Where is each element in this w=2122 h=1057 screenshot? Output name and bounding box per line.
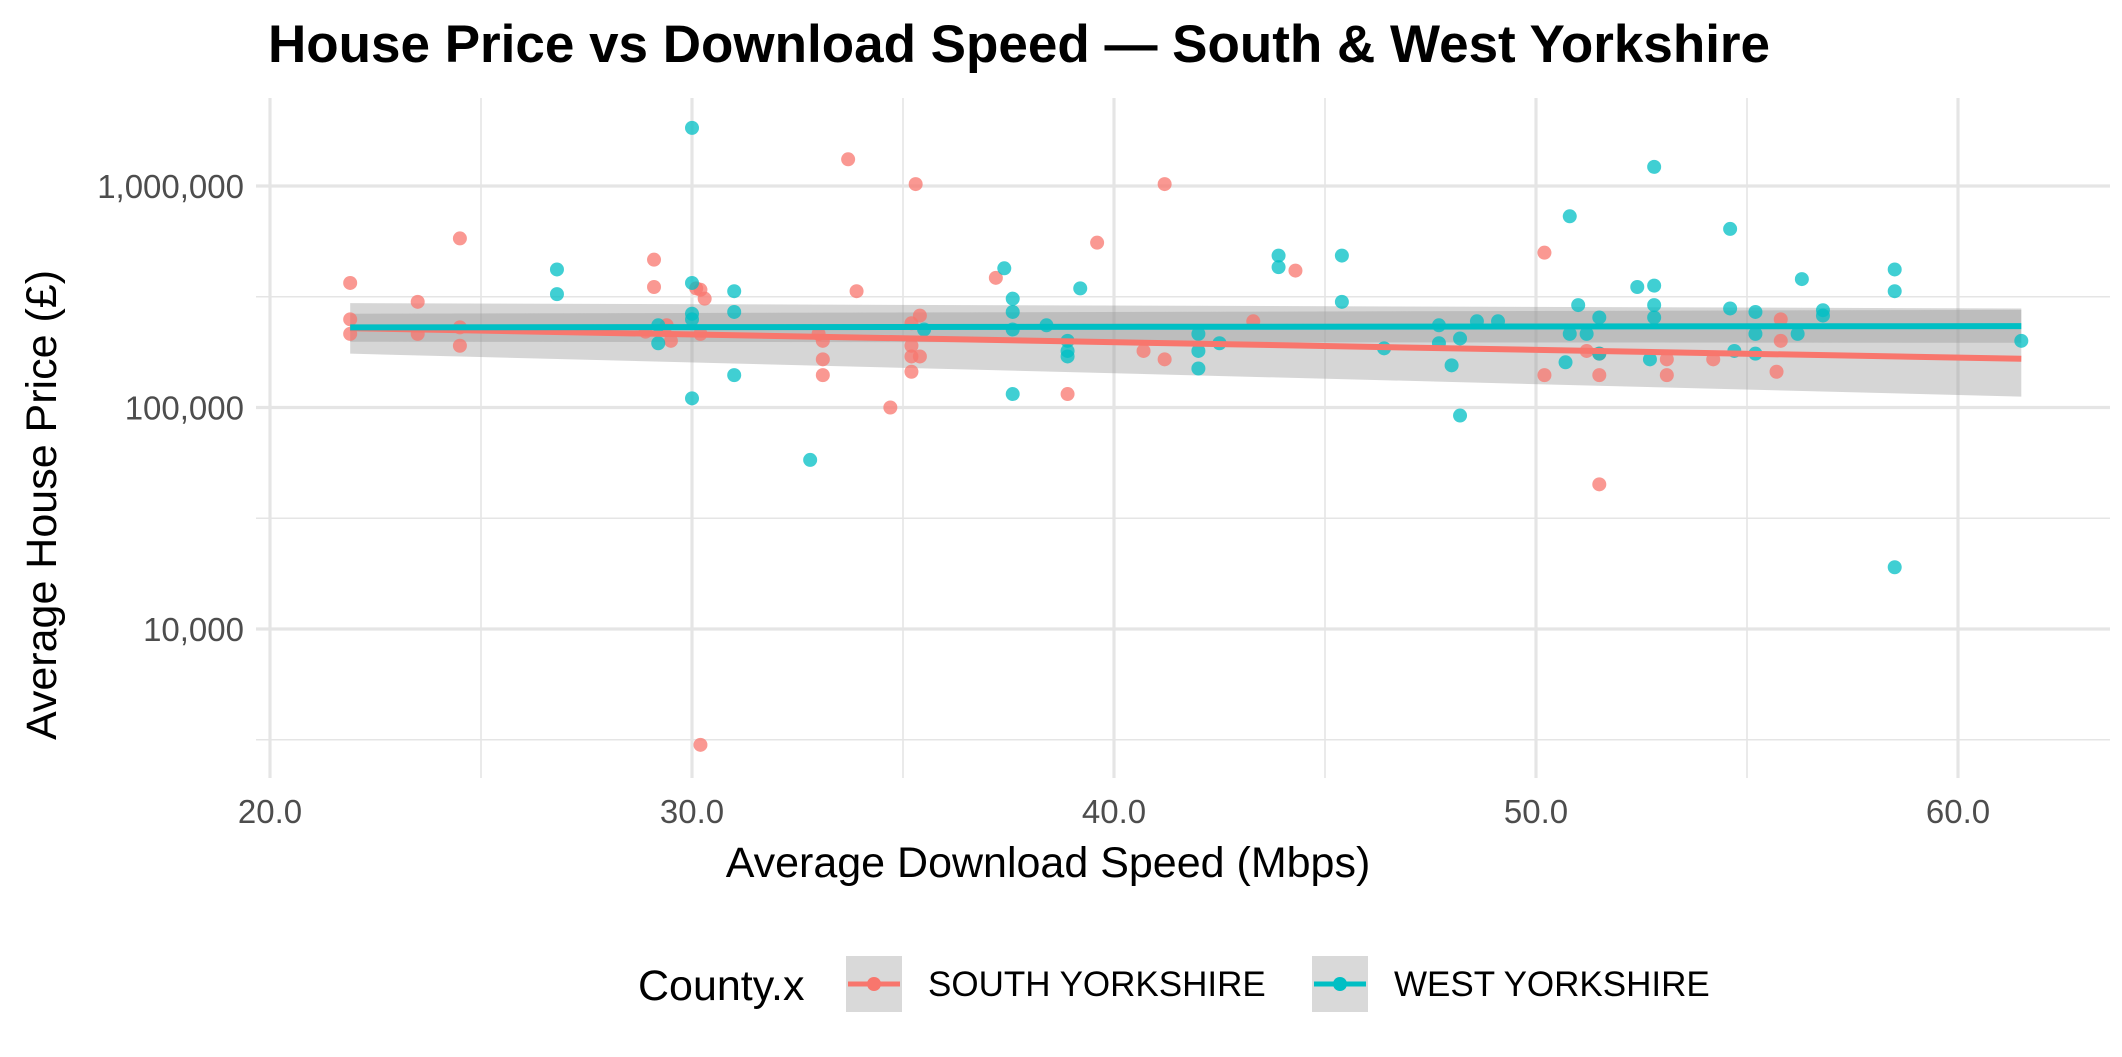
- data-point-south: [411, 295, 425, 309]
- data-point-west: [803, 453, 817, 467]
- data-point-west: [1816, 309, 1830, 323]
- data-point-south: [1770, 365, 1784, 379]
- data-point-west: [1888, 262, 1902, 276]
- data-point-south: [1061, 387, 1075, 401]
- data-point-west: [1559, 355, 1573, 369]
- data-point-west: [1272, 260, 1286, 274]
- grid-lines: [256, 98, 2110, 778]
- data-point-west: [1073, 281, 1087, 295]
- data-point-south: [1537, 368, 1551, 382]
- legend-label-west-yorkshire: WEST YORKSHIRE: [1394, 965, 1710, 1004]
- data-point-west: [685, 121, 699, 135]
- data-point-south: [1660, 368, 1674, 382]
- x-tick-label: 60.0: [1926, 793, 1990, 830]
- data-point-west: [685, 391, 699, 405]
- data-point-south: [1592, 477, 1606, 491]
- data-point-south: [816, 352, 830, 366]
- data-point-west: [1647, 160, 1661, 174]
- x-tick-label: 20.0: [238, 793, 302, 830]
- data-point-west: [1630, 280, 1644, 294]
- data-point-west: [727, 368, 741, 382]
- data-point-south: [913, 309, 927, 323]
- x-tick-label: 30.0: [660, 793, 724, 830]
- chart-title: House Price vs Download Speed — South & …: [268, 15, 1770, 74]
- data-point-west: [1191, 361, 1205, 375]
- data-point-west: [1647, 279, 1661, 293]
- data-point-south: [343, 312, 357, 326]
- y-tick-label: 1,000,000: [97, 168, 244, 205]
- data-point-west: [1647, 310, 1661, 324]
- data-point-west: [550, 287, 564, 301]
- legend: County.x SOUTH YORKSHIRE WEST YORKSHIRE: [638, 956, 1710, 1012]
- data-point-south: [343, 276, 357, 290]
- data-point-west: [1335, 295, 1349, 309]
- y-tick-label: 100,000: [125, 390, 244, 427]
- data-point-south: [453, 231, 467, 245]
- data-point-south: [698, 292, 712, 306]
- legend-item-west-yorkshire: WEST YORKSHIRE: [1312, 956, 1710, 1012]
- data-point-west: [651, 336, 665, 350]
- data-point-west: [727, 305, 741, 319]
- data-point-south: [909, 177, 923, 191]
- data-point-west: [2014, 334, 2028, 348]
- axis-ticks: 20.0 30.0 40.0 50.0 60.0 10,000 100,000 1,000,0…: [97, 168, 1990, 830]
- data-point-west: [1563, 209, 1577, 223]
- legend-title: County.x: [638, 962, 805, 1010]
- data-point-south: [904, 365, 918, 379]
- data-point-west: [1795, 272, 1809, 286]
- x-axis-title: Average Download Speed (Mbps): [726, 839, 1371, 887]
- confidence-ribbons: [350, 303, 2021, 396]
- x-tick-label: 40.0: [1082, 793, 1146, 830]
- data-point-west: [1888, 284, 1902, 298]
- data-point-west: [1006, 387, 1020, 401]
- y-tick-label: 10,000: [143, 611, 244, 648]
- data-point-west: [1006, 305, 1020, 319]
- data-point-south: [1158, 177, 1172, 191]
- data-point-west: [1453, 409, 1467, 423]
- legend-dot-south-yorkshire: [867, 977, 881, 991]
- data-point-west: [997, 261, 1011, 275]
- data-point-south: [1592, 368, 1606, 382]
- legend-label-south-yorkshire: SOUTH YORKSHIRE: [928, 965, 1266, 1004]
- legend-item-south-yorkshire: SOUTH YORKSHIRE: [846, 956, 1266, 1012]
- data-point-west: [1453, 331, 1467, 345]
- legend-dot-west-yorkshire: [1333, 977, 1347, 991]
- data-points: [343, 121, 2028, 752]
- data-point-west: [1335, 249, 1349, 263]
- data-point-south: [1537, 246, 1551, 260]
- data-point-west: [1748, 305, 1762, 319]
- data-point-west: [685, 276, 699, 290]
- data-point-west: [1647, 298, 1661, 312]
- data-point-west: [727, 284, 741, 298]
- data-point-south: [647, 253, 661, 267]
- y-axis-title: Average House Price (£): [18, 270, 66, 740]
- data-point-south: [1774, 334, 1788, 348]
- data-point-south: [647, 280, 661, 294]
- data-point-south: [1137, 344, 1151, 358]
- data-point-south: [1090, 236, 1104, 250]
- data-point-west: [1061, 349, 1075, 363]
- data-point-west: [1723, 301, 1737, 315]
- data-point-south: [850, 284, 864, 298]
- data-point-west: [1445, 358, 1459, 372]
- data-point-west: [1888, 560, 1902, 574]
- trend-line-west: [350, 326, 2021, 327]
- data-point-west: [1006, 292, 1020, 306]
- data-point-west: [1592, 310, 1606, 324]
- data-point-west: [550, 262, 564, 276]
- data-point-south: [453, 339, 467, 353]
- data-point-south: [1158, 352, 1172, 366]
- data-point-south: [913, 349, 927, 363]
- data-point-south: [883, 401, 897, 415]
- data-point-south: [841, 152, 855, 166]
- data-point-south: [1288, 264, 1302, 278]
- data-point-south: [816, 368, 830, 382]
- data-point-west: [1571, 298, 1585, 312]
- x-tick-label: 50.0: [1504, 793, 1568, 830]
- data-point-south: [693, 738, 707, 752]
- data-point-west: [1723, 222, 1737, 236]
